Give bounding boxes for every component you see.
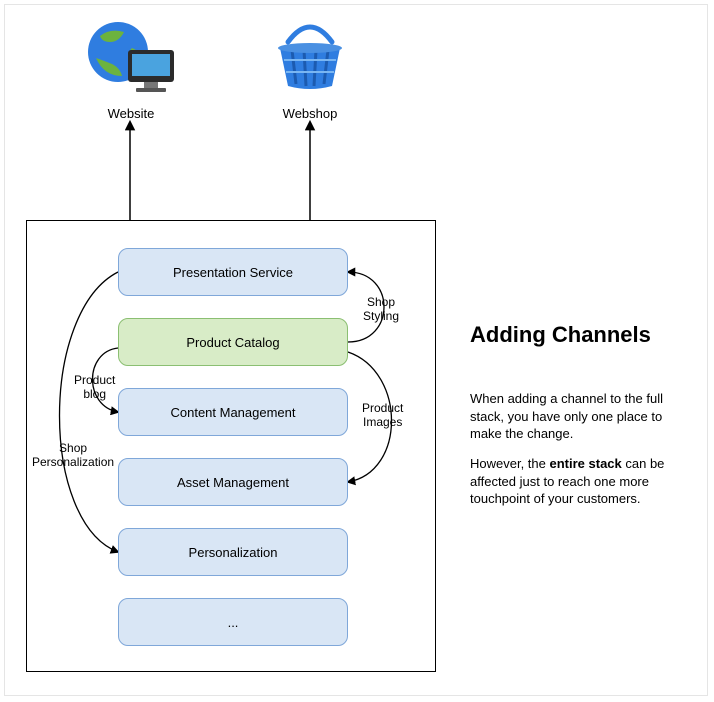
paragraph-1: When adding a channel to the full stack,… (470, 390, 680, 443)
paragraph-2: However, the entire stack can be affecte… (470, 455, 680, 508)
stack-box-asset: Asset Management (118, 458, 348, 506)
stack-box-presentation: Presentation Service (118, 248, 348, 296)
label-shop-styling: Shop Styling (363, 296, 399, 324)
label-shop-personalization: Shop Personalization (32, 442, 114, 470)
label-product-blog: Product blog (74, 374, 115, 402)
website-label: Website (96, 106, 166, 121)
heading-adding-channels: Adding Channels (470, 322, 690, 348)
stack-box-more: ... (118, 598, 348, 646)
stack-box-cms: Content Management (118, 388, 348, 436)
stack-box-personal: Personalization (118, 528, 348, 576)
label-product-images: Product Images (362, 402, 403, 430)
webshop-label: Webshop (275, 106, 345, 121)
stack-box-catalog: Product Catalog (118, 318, 348, 366)
